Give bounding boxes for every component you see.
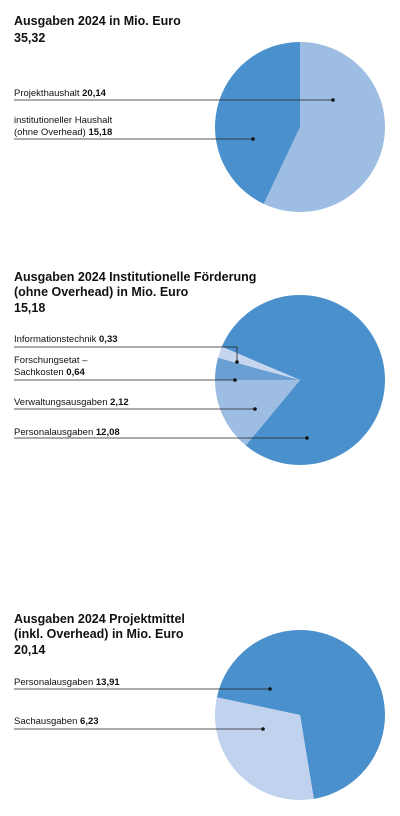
value-label: 15,18 xyxy=(88,127,113,138)
category-label: Sachausgaben xyxy=(14,716,78,727)
slice-label: institutioneller Haushalt (ohne Overhead… xyxy=(14,115,134,139)
value-label: 12,08 xyxy=(95,427,120,438)
category-label: Personalausgaben xyxy=(14,677,94,688)
leader-dot xyxy=(253,407,257,411)
pie-slice xyxy=(217,346,300,380)
leader-dot xyxy=(251,137,255,141)
pie-slice xyxy=(215,380,300,446)
leader-dot xyxy=(233,378,237,382)
value-label: 13,91 xyxy=(95,677,120,688)
leader-line xyxy=(14,346,238,362)
pie-slice xyxy=(216,630,386,799)
slice-label: Projekthaushalt 20,14 xyxy=(14,88,214,100)
slice-label: Informationstechnik 0,33 xyxy=(14,334,214,346)
pie-slice xyxy=(215,42,300,204)
category-label: Verwaltungsausgaben xyxy=(14,397,108,408)
slice-label: Sachausgaben 6,23 xyxy=(14,716,214,728)
leader-dot xyxy=(305,436,309,440)
slice-label: Forschungsetat – Sachkosten 0,64 xyxy=(14,355,124,379)
value-label: 20,14 xyxy=(82,88,106,99)
leader-dot xyxy=(268,687,272,691)
category-label: Projekthaushalt xyxy=(14,88,80,99)
leader-dot xyxy=(331,98,335,102)
chart-subtitle: 35,32 xyxy=(14,31,46,45)
category-label: Forschungsetat – Sachkosten xyxy=(14,355,88,378)
value-label: 6,23 xyxy=(80,716,99,727)
slice-label: Personalausgaben 12,08 xyxy=(14,427,214,439)
category-label: Personalausgaben xyxy=(14,427,94,438)
pie-slice xyxy=(215,697,314,800)
value-label: 2,12 xyxy=(110,397,129,408)
chart-title: Ausgaben 2024 Projektmittel (inkl. Overh… xyxy=(14,612,185,641)
pie-slice xyxy=(263,42,385,213)
category-label: Informationstechnik xyxy=(14,334,97,345)
leader-dot xyxy=(261,727,265,731)
category-label: institutioneller Haushalt (ohne Overhead… xyxy=(14,115,113,138)
value-label: 0,33 xyxy=(99,334,118,345)
slice-label: Personalausgaben 13,91 xyxy=(14,677,214,689)
leader-dot xyxy=(235,360,239,364)
chart-subtitle: 20,14 xyxy=(14,643,46,657)
chart-title: Ausgaben 2024 Institutionelle Förderung … xyxy=(14,270,257,299)
value-label: 0,64 xyxy=(66,367,85,378)
pie-slice xyxy=(221,295,385,466)
chart-title: Ausgaben 2024 in Mio. Euro xyxy=(14,14,181,28)
chart-subtitle: 15,18 xyxy=(14,301,46,315)
slice-label: Verwaltungsausgaben 2,12 xyxy=(14,397,214,409)
